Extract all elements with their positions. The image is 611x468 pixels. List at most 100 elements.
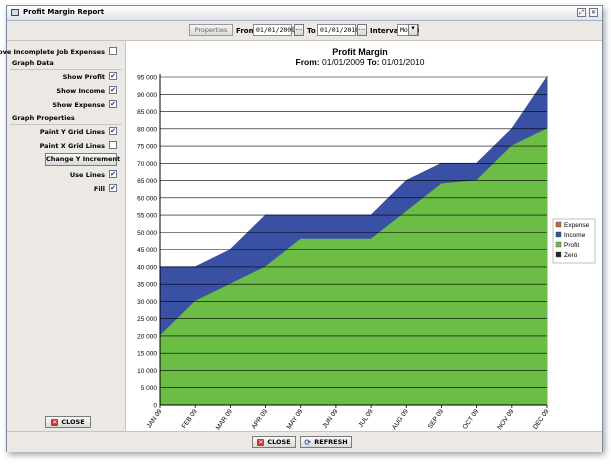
refresh-label: REFRESH [314,438,348,446]
paint-y-label: Paint Y Grid Lines [39,128,105,136]
y-tick-label: 35 000 [137,282,157,289]
report-window: Profit Margin Report ⤢ ✕ Properties From… [0,5,603,452]
title-bar[interactable]: Profit Margin Report ⤢ ✕ [7,6,602,21]
y-tick-label: 30 000 [137,299,157,306]
show-income-checkbox[interactable]: ✔ [109,86,117,94]
properties-button[interactable]: Properties [189,24,233,36]
show-profit-label: Show Profit [62,73,105,81]
chart-legend: Expense Income Profit Zero [552,218,596,264]
y-tick-label: 10 000 [137,368,157,375]
y-tick-label: 95 000 [137,75,157,82]
graph-data-section-title: Graph Data [10,59,122,70]
subtitle-from-value: 01/01/2009 [322,57,365,67]
use-lines-checkbox[interactable]: ✔ [109,170,117,178]
y-tick-label: 0 [153,403,157,410]
legend-entry: Zero [564,252,578,259]
close-x-icon: ✕ [51,418,59,426]
subtitle-to-label: To: [367,57,380,67]
x-tick-label: APR 09 [251,408,270,431]
y-tick-label: 80 000 [137,126,157,133]
show-expense-row: Show Expense ✔ [7,99,119,111]
to-date-picker-button[interactable]: ... [357,24,367,36]
from-label: From [236,27,256,35]
x-tick-label: JAN 09 [146,408,164,430]
show-expense-label: Show Expense [52,101,105,109]
use-lines-label: Use Lines [69,171,105,179]
window-title: Profit Margin Report [23,8,105,16]
x-tick-label: MAY 09 [286,408,305,431]
y-tick-label: 55 000 [137,213,157,220]
from-date-picker-button[interactable]: ... [294,24,304,36]
show-expense-checkbox[interactable]: ✔ [109,100,117,108]
y-tick-label: 60 000 [137,195,157,202]
show-profit-row: Show Profit ✔ [7,71,119,83]
fill-row: Fill ✔ [7,183,119,195]
y-tick-label: 5 000 [141,385,158,392]
legend-swatch [555,241,562,248]
toolbar: Properties From 01/01/2009 ... To 01/01/… [7,21,602,41]
x-tick-label: FEB 09 [181,408,199,430]
close-button[interactable]: ✕ CLOSE [252,436,296,448]
refresh-icon: ⟳ [304,437,312,447]
interval-dropdown-icon[interactable]: ▾ [408,24,418,36]
y-tick-label: 15 000 [137,351,157,358]
profit-margin-chart: Profit Margin From: 01/01/2009 To: 01/01… [137,47,596,431]
y-tick-label: 90 000 [137,92,157,99]
show-profit-checkbox[interactable]: ✔ [109,72,117,80]
y-tick-label: 50 000 [137,230,157,237]
y-tick-label: 70 000 [137,161,157,168]
x-tick-label: SEP 09 [427,408,446,430]
x-tick-label: MAR 09 [215,408,234,431]
legend-entry: Income [564,232,586,239]
chart-subtitle: From: 01/01/2009 To: 01/01/2010 [296,57,425,67]
paint-x-checkbox[interactable] [109,141,117,149]
options-sidebar: Remove Incomplete Job Expenses Graph Dat… [0,41,126,431]
legend-swatch [555,251,562,258]
interval-label: Interval [370,27,401,35]
fill-label: Fill [93,185,105,193]
y-tick-label: 45 000 [137,247,157,254]
maximize-icon[interactable]: ⤢ [577,8,586,17]
legend-swatch [555,221,562,228]
y-tick-label: 20 000 [137,333,157,340]
x-tick-label: NOV 09 [496,408,515,431]
paint-y-row: Paint Y Grid Lines ✔ [7,126,119,138]
refresh-button[interactable]: ⟳ REFRESH [300,436,352,448]
y-tick-label: 75 000 [137,144,157,151]
show-income-label: Show Income [56,87,105,95]
x-tick-label: JUN 09 [321,408,339,430]
y-tick-label: 25 000 [137,316,157,323]
close-x-icon: ✕ [257,438,265,446]
paint-x-label: Paint X Grid Lines [39,142,105,150]
from-date-field[interactable]: 01/01/2009 [253,24,295,36]
subtitle-from-label: From: [296,57,320,67]
legend-entry: Expense [564,222,590,229]
remove-incomplete-row: Remove Incomplete Job Expenses [0,46,119,58]
change-y-increment-button[interactable]: Change Y Increment [45,153,120,166]
sidebar-close-button[interactable]: ✕ CLOSE [45,416,91,428]
sidebar-close-label: CLOSE [61,418,85,426]
legend-swatch [555,231,562,238]
close-window-icon[interactable]: ✕ [589,8,598,17]
y-tick-label: 85 000 [137,109,157,116]
to-date-field[interactable]: 01/01/2010 [317,24,359,36]
remove-incomplete-checkbox[interactable] [109,47,117,55]
fill-checkbox[interactable]: ✔ [109,184,117,192]
legend-entry: Profit [564,242,579,249]
bottom-button-bar: ✕ CLOSE ⟳ REFRESH [7,431,602,452]
y-tick-label: 40 000 [137,264,157,271]
x-tick-label: OCT 09 [462,408,481,431]
plot-area: 0 5 000 10 000 15 000 20 000 25 000 30 000 35 0… [137,74,551,431]
graph-properties-section-title: Graph Properties [10,114,122,125]
use-lines-row: Use Lines ✔ [7,169,119,181]
show-income-row: Show Income ✔ [7,85,119,97]
close-label: CLOSE [267,438,291,446]
subtitle-to-value: 01/01/2010 [382,57,425,67]
y-tick-label: 65 000 [137,178,157,185]
chart-title: Profit Margin [332,47,388,57]
paint-y-checkbox[interactable]: ✔ [109,127,117,135]
paint-x-row: Paint X Grid Lines [7,140,119,152]
chart-panel: Profit Margin From: 01/01/2009 To: 01/01… [126,41,602,431]
app-window-icon [11,9,19,16]
remove-incomplete-label: Remove Incomplete Job Expenses [0,48,105,56]
